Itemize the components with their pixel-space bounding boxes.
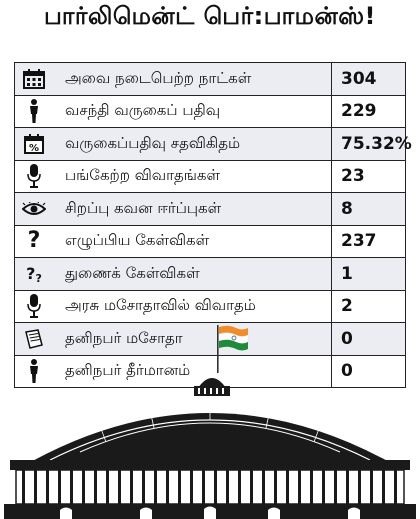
microphone-icon <box>15 291 53 323</box>
question-icon: ? <box>27 228 41 254</box>
row-value: 0 <box>341 328 353 349</box>
row-value: 8 <box>341 198 353 219</box>
table-row: % வருகைப்பதிவு சதவிகிதம் 75.32% <box>14 127 412 161</box>
row-value: 75.32% <box>341 133 412 154</box>
row-label: சிறப்பு கவன ஈர்ப்புகள் <box>65 198 222 217</box>
table-row: அரசு மசோதாவில் விவாதம் 2 <box>14 289 406 323</box>
row-value: 0 <box>341 361 353 382</box>
column-divider <box>331 323 332 355</box>
row-label: துணைக் கேள்விகள் <box>65 263 200 282</box>
document-icon <box>15 323 53 355</box>
row-label: வருகைப்பதிவு சதவிகிதம் <box>65 133 241 152</box>
row-label: வசந்தி வருகைப் பதிவு <box>65 101 221 120</box>
table-row: வசந்தி வருகைப் பதிவு 229 <box>14 94 406 128</box>
column-divider <box>331 95 332 127</box>
microphone-icon <box>15 161 53 193</box>
table-row: ?? துணைக் கேள்விகள் 1 <box>14 257 406 291</box>
column-divider <box>331 258 332 290</box>
row-value: 23 <box>341 166 365 187</box>
percent-calendar-icon: % <box>15 128 53 160</box>
sub-question-icon: ?? <box>26 263 42 286</box>
column-divider <box>331 63 332 95</box>
calendar-icon <box>15 63 53 95</box>
eye-icon <box>15 193 53 225</box>
row-value: 304 <box>341 68 377 89</box>
row-label: எழுப்பிய கேள்விகள் <box>65 231 210 250</box>
table-row: பங்கேற்ற விவாதங்கள் 23 <box>14 159 406 193</box>
table-row: ? எழுப்பிய கேள்விகள் 237 <box>14 224 406 258</box>
row-value: 2 <box>341 296 353 317</box>
column-divider <box>331 225 332 257</box>
row-label: பங்கேற்ற விவாதங்கள் <box>65 166 221 185</box>
column-divider <box>331 160 332 192</box>
row-value: 1 <box>341 263 353 284</box>
table-row: சிறப்பு கவன ஈர்ப்புகள் 8 <box>14 192 406 226</box>
row-value: 229 <box>341 101 377 122</box>
row-label: தனிநபர் தீர்மானம் <box>65 361 191 380</box>
svg-text:%: % <box>29 143 39 154</box>
table-row: தனிநபர் மசோதா 0 <box>14 322 406 356</box>
column-divider <box>331 128 332 160</box>
indian-flag-icon <box>217 325 249 373</box>
row-label: அரசு மசோதாவில் விவாதம் <box>65 296 256 315</box>
table-row: அவை நடைபெற்ற நாட்கள் 304 <box>14 62 406 96</box>
column-divider <box>331 193 332 225</box>
page-title: பார்லிமென்ட் பெர்:பாமன்ஸ்! <box>44 2 376 30</box>
person-icon <box>15 96 53 128</box>
row-label: தனிநபர் மசோதா <box>65 328 183 347</box>
row-value: 237 <box>341 231 377 252</box>
column-divider <box>331 290 332 322</box>
stats-table: அவை நடைபெற்ற நாட்கள் 304 வசந்தி வருகைப் … <box>14 62 412 388</box>
person-icon <box>15 356 53 388</box>
column-divider <box>331 355 332 387</box>
row-label: அவை நடைபெற்ற நாட்கள் <box>65 68 252 87</box>
parliament-building-illustration <box>4 325 416 519</box>
